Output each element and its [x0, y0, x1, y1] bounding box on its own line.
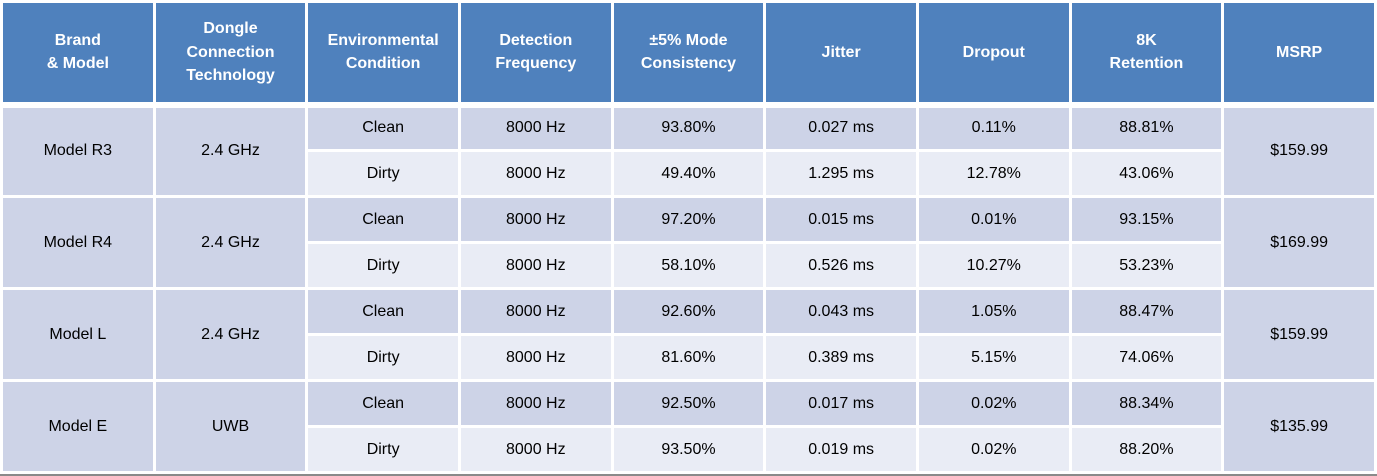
cell-technology-r4: 2.4 GHz: [152, 195, 309, 290]
cell-msrp-e: $135.99: [1221, 379, 1377, 474]
table-row-r3-dirty: Dirty 8000 Hz 49.40% 1.295 ms 12.78% 43.…: [2, 149, 1376, 198]
cell-msrp-l: $159.99: [1221, 287, 1377, 382]
cell-dropout: 10.27%: [915, 241, 1072, 290]
cell-condition: Dirty: [305, 149, 461, 198]
cell-msrp-r3: $159.99: [1221, 103, 1377, 198]
table-row-e-dirty: Dirty 8000 Hz 93.50% 0.019 ms 0.02% 88.2…: [2, 425, 1376, 474]
cell-brand-r4: Model R4: [0, 195, 156, 290]
cell-jitter: 1.295 ms: [763, 149, 919, 198]
cell-retention: 88.20%: [1068, 425, 1225, 474]
column-header-dropout: Dropout: [915, 0, 1072, 108]
cell-jitter: 0.043 ms: [763, 287, 919, 336]
cell-condition: Clean: [305, 195, 461, 244]
cell-brand-r3: Model R3: [0, 103, 156, 198]
column-header-8k-retention: 8K Retention: [1068, 0, 1225, 108]
cell-consistency: 81.60%: [610, 333, 767, 382]
cell-msrp-r4: $169.99: [1221, 195, 1377, 290]
cell-jitter: 0.389 ms: [763, 333, 919, 382]
cell-frequency: 8000 Hz: [457, 425, 614, 474]
table-row-e-clean: Model E UWB Clean 8000 Hz 92.50% 0.017 m…: [0, 379, 1377, 474]
table-header: Brand & Model Dongle Connection Technolo…: [0, 0, 1377, 108]
cell-consistency: 49.40%: [610, 149, 767, 198]
cell-retention: 74.06%: [1068, 333, 1225, 382]
cell-retention: 88.47%: [1068, 287, 1225, 336]
column-header-mode-consistency: ±5% Mode Consistency: [610, 0, 767, 108]
header-row: Brand & Model Dongle Connection Technolo…: [0, 0, 1377, 108]
cell-dropout: 0.01%: [915, 195, 1072, 244]
table-row-l-dirty: Dirty 8000 Hz 81.60% 0.389 ms 5.15% 74.0…: [2, 333, 1376, 382]
cell-consistency: 93.80%: [610, 103, 767, 152]
cell-frequency: 8000 Hz: [457, 149, 614, 198]
column-header-msrp: MSRP: [1221, 0, 1377, 108]
cell-brand-l: Model L: [0, 287, 156, 382]
cell-frequency: 8000 Hz: [457, 103, 614, 152]
cell-frequency: 8000 Hz: [457, 241, 614, 290]
table-row-l-clean: Model L 2.4 GHz Clean 8000 Hz 92.60% 0.0…: [0, 287, 1377, 382]
cell-consistency: 97.20%: [610, 195, 767, 244]
cell-condition: Dirty: [305, 333, 461, 382]
column-header-environmental-condition: Environmental Condition: [305, 0, 461, 108]
cell-frequency: 8000 Hz: [457, 195, 614, 244]
table-body: Model R3 2.4 GHz Clean 8000 Hz 93.80% 0.…: [0, 103, 1377, 474]
cell-dropout: 0.02%: [915, 425, 1072, 474]
cell-consistency: 58.10%: [610, 241, 767, 290]
cell-condition: Dirty: [305, 425, 461, 474]
cell-frequency: 8000 Hz: [457, 333, 614, 382]
cell-condition: Clean: [305, 379, 461, 428]
column-header-jitter: Jitter: [763, 0, 919, 108]
cell-jitter: 0.526 ms: [763, 241, 919, 290]
cell-brand-e: Model E: [0, 379, 156, 474]
cell-retention: 88.34%: [1068, 379, 1225, 428]
table-row-r3-clean: Model R3 2.4 GHz Clean 8000 Hz 93.80% 0.…: [0, 103, 1377, 198]
cell-technology-r3: 2.4 GHz: [152, 103, 309, 198]
table-row-r4-dirty: Dirty 8000 Hz 58.10% 0.526 ms 10.27% 53.…: [2, 241, 1376, 290]
cell-retention: 53.23%: [1068, 241, 1225, 290]
cell-dropout: 5.15%: [915, 333, 1072, 382]
column-header-connection-technology: Dongle Connection Technology: [152, 0, 309, 108]
column-header-detection-frequency: Detection Frequency: [457, 0, 614, 108]
cell-dropout: 0.11%: [915, 103, 1072, 152]
cell-retention: 93.15%: [1068, 195, 1225, 244]
cell-frequency: 8000 Hz: [457, 379, 614, 428]
cell-jitter: 0.019 ms: [763, 425, 919, 474]
cell-technology-e: UWB: [152, 379, 309, 474]
cell-technology-l: 2.4 GHz: [152, 287, 309, 382]
cell-jitter: 0.027 ms: [763, 103, 919, 152]
cell-jitter: 0.015 ms: [763, 195, 919, 244]
column-header-brand-model: Brand & Model: [0, 0, 156, 108]
cell-condition: Clean: [305, 103, 461, 152]
cell-dropout: 1.05%: [915, 287, 1072, 336]
cell-retention: 88.81%: [1068, 103, 1225, 152]
cell-dropout: 12.78%: [915, 149, 1072, 198]
table-row-r4-clean: Model R4 2.4 GHz Clean 8000 Hz 97.20% 0.…: [0, 195, 1377, 290]
cell-jitter: 0.017 ms: [763, 379, 919, 428]
cell-condition: Dirty: [305, 241, 461, 290]
cell-consistency: 93.50%: [610, 425, 767, 474]
cell-consistency: 92.60%: [610, 287, 767, 336]
cell-frequency: 8000 Hz: [457, 287, 614, 336]
cell-condition: Clean: [305, 287, 461, 336]
cell-retention: 43.06%: [1068, 149, 1225, 198]
cell-dropout: 0.02%: [915, 379, 1072, 428]
cell-consistency: 92.50%: [610, 379, 767, 428]
